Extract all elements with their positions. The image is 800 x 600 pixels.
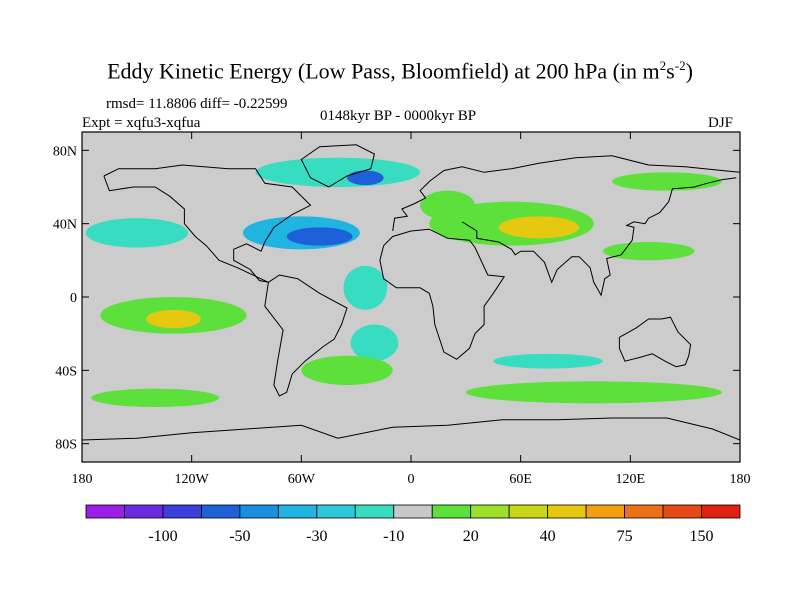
anomaly-southern-ocean-indian-2 (465, 381, 722, 404)
colorbar-swatch (124, 504, 164, 519)
coastline (618, 316, 692, 368)
colorbar-swatch (470, 504, 510, 519)
colorbar-swatch (277, 504, 318, 519)
coastline (300, 144, 375, 188)
coastline (103, 164, 312, 283)
colorbar-label: -100 (148, 528, 177, 545)
lon-tick-label: 180 (72, 472, 93, 487)
colorbar-swatch (316, 504, 356, 519)
lon-tick-label: 60E (509, 472, 532, 487)
anomaly-southern-ocean-indian (493, 353, 603, 369)
anomaly-north-pacific-east (612, 172, 722, 191)
colorbar-label: -50 (229, 528, 250, 545)
coastline (264, 274, 348, 397)
lon-tick-label: 120W (175, 472, 210, 487)
colorbar-label: -10 (383, 528, 404, 545)
colorbar-swatch (239, 504, 279, 519)
experiment-label: Expt = xqfu3-xqfua (82, 115, 201, 131)
colorbar-label: 150 (690, 528, 714, 545)
anomaly-middle-east-core (498, 216, 580, 239)
rmsd-text: rmsd= 11.8806 diff= -0.22599 (106, 96, 288, 112)
coastline (461, 177, 737, 297)
colorbar-swatch (624, 504, 664, 519)
colorbar-swatch (162, 504, 202, 519)
anomaly-south-america-east (301, 355, 393, 386)
colorbar-label: -30 (306, 528, 327, 545)
colorbar-swatch (508, 504, 549, 519)
lat-tick-label: 0 (70, 291, 77, 306)
lon-tick-label: 120E (616, 472, 646, 487)
period-label: 0148kyr BP - 0000kyr BP (320, 108, 477, 124)
colorbar-swatch (701, 504, 741, 519)
colorbar-swatch (393, 504, 433, 519)
colorbar-swatch (547, 504, 587, 519)
anomaly-europe (420, 190, 475, 220)
anomaly-southern-ocean-pacific (91, 388, 220, 408)
colorbar-swatch (354, 504, 395, 519)
lat-tick-label: 80N (53, 144, 77, 159)
anomaly-arctic-north-atlantic (347, 170, 384, 186)
colorbar-label: 75 (617, 528, 633, 545)
colorbar-swatch (585, 504, 625, 519)
lon-tick-label: 180 (730, 472, 751, 487)
anomaly-north-atlantic-core (286, 227, 353, 246)
lat-tick-label: 40S (55, 364, 77, 379)
page-title: Eddy Kinetic Energy (Low Pass, Bloomfiel… (107, 58, 693, 84)
lon-tick-label: 0 (408, 472, 415, 487)
colorbar-label: 20 (463, 528, 479, 545)
coastline (82, 417, 740, 441)
lon-tick-label: 60W (288, 472, 316, 487)
coastline (392, 155, 740, 232)
colorbar-swatch (85, 504, 125, 519)
coastline (379, 228, 506, 360)
anomaly-north-pacific-west (602, 242, 695, 261)
colorbar-swatch (201, 504, 241, 519)
anomaly-north-pacific (85, 218, 189, 248)
lat-tick-label: 80S (55, 438, 77, 453)
anomaly-south-pacific-core (145, 309, 201, 329)
lat-tick-label: 40N (53, 218, 77, 233)
season-label: DJF (708, 115, 734, 131)
anomaly-tropical-atlantic (343, 265, 388, 310)
colorbar-swatch (662, 504, 702, 519)
colorbar-label: 40 (540, 528, 556, 545)
colorbar-swatch (431, 504, 472, 519)
anomaly-south-atlantic (350, 324, 399, 362)
